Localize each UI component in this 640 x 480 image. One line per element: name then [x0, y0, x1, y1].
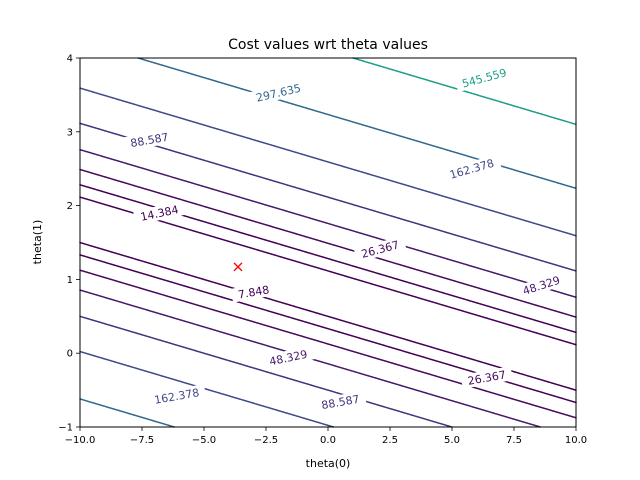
x-tick-label: −2.5	[254, 435, 278, 446]
svg-text:88.587: 88.587	[129, 131, 169, 150]
contour-level-5	[79, 87, 577, 428]
contour-level-7	[352, 57, 577, 126]
x-axis-ticks: −10.0 −7.5 −5.0 −2.5 0.0 2.5 5.0 7.5 10.0	[65, 427, 587, 446]
x-tick-label: 10.0	[565, 435, 587, 446]
minimum-x-mark	[233, 262, 243, 272]
contour-label-10: 162.378	[147, 384, 207, 408]
y-axis-title: theta(1)	[31, 220, 44, 265]
svg-text:7.848: 7.848	[237, 283, 270, 301]
y-tick-label: −1	[58, 423, 73, 434]
x-tick-label: 0.0	[320, 435, 336, 446]
contour-label-6: 48.329	[514, 270, 568, 300]
y-tick-label: 1	[67, 275, 73, 286]
x-axis-title: theta(0)	[306, 457, 351, 470]
contour-label-7: 7.848	[230, 281, 277, 303]
x-tick-label: −7.5	[130, 435, 154, 446]
x-tick-label: 5.0	[444, 435, 460, 446]
y-tick-label: 2	[67, 201, 73, 212]
contour-label-8: 48.329	[261, 345, 315, 370]
x-tick-label: 7.5	[506, 435, 522, 446]
contour-level-0	[79, 196, 577, 391]
contour-labels: 545.559297.635162.37888.58714.38426.3674…	[123, 63, 568, 414]
svg-text:26.367: 26.367	[360, 238, 401, 261]
svg-text:162.378: 162.378	[448, 157, 495, 182]
y-tick-label: 4	[67, 54, 73, 65]
x-tick-label: −5.0	[192, 435, 216, 446]
svg-text:162.378: 162.378	[153, 386, 200, 407]
contour-label-1: 297.635	[248, 79, 309, 106]
y-axis-ticks: −1 0 1 2 3 4	[58, 54, 80, 434]
svg-text:297.635: 297.635	[255, 82, 302, 105]
svg-text:48.329: 48.329	[521, 274, 562, 298]
contour-level-1	[79, 184, 577, 404]
svg-text:48.329: 48.329	[268, 348, 308, 369]
y-tick-label: 3	[67, 127, 73, 138]
svg-text:545.559: 545.559	[461, 66, 508, 90]
x-tick-label: 2.5	[382, 435, 398, 446]
chart-title: Cost values wrt theta values	[228, 37, 428, 53]
contour-label-3: 88.587	[123, 128, 176, 152]
minimum-marker	[233, 262, 243, 272]
y-tick-label: 0	[67, 349, 73, 360]
svg-text:88.587: 88.587	[320, 393, 360, 412]
contour-label-0: 545.559	[454, 63, 514, 93]
x-tick-label: −10.0	[65, 435, 96, 446]
contour-label-2: 162.378	[442, 154, 502, 184]
